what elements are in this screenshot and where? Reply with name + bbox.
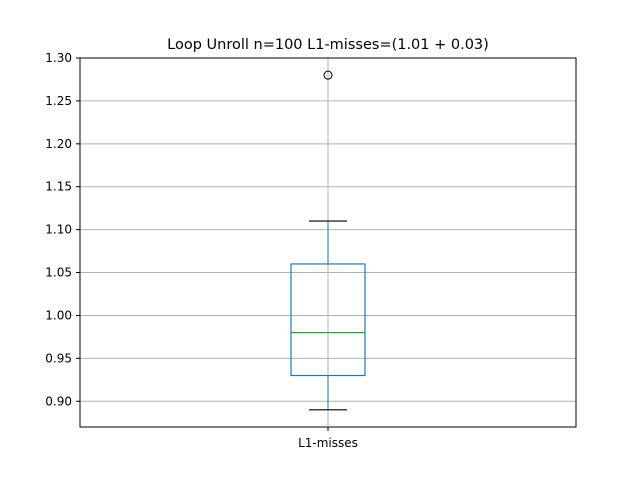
y-tick-label: 1.15 — [45, 180, 72, 194]
y-tick-label: 1.30 — [45, 51, 72, 65]
y-tick-label: 1.10 — [45, 223, 72, 237]
box-plot-series — [290, 70, 366, 411]
chart-title: Loop Unroll n=100 L1-misses=(1.01 + 0.03… — [167, 37, 489, 53]
y-tick-label: 1.25 — [45, 94, 72, 108]
y-tick-label: 1.20 — [45, 137, 72, 151]
y-tick-label: 0.90 — [45, 394, 72, 408]
x-tick-label: L1-misses — [298, 436, 358, 450]
y-tick-label: 0.95 — [45, 351, 72, 365]
y-tick-label: 1.00 — [45, 308, 72, 322]
y-axis-ticks: 0.90 0.95 1.00 1.05 1.10 1.15 1.20 1.25 1.30 — [45, 51, 80, 408]
iqr-box — [290, 263, 366, 377]
outlier-point — [323, 70, 333, 80]
y-tick-label: 1.05 — [45, 266, 72, 280]
x-axis-ticks: L1-misses — [298, 427, 358, 450]
